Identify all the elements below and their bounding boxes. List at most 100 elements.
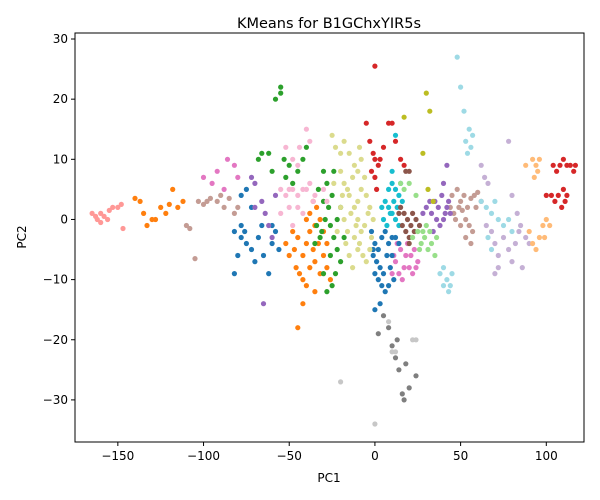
cluster-14-point-1	[458, 84, 464, 90]
cluster-7-point-8	[312, 192, 318, 198]
cluster-4-point-8	[252, 259, 258, 265]
cluster-1-point-25	[291, 246, 297, 253]
cluster-8-point-0	[329, 132, 335, 138]
cluster-15-point-5	[506, 246, 512, 253]
cluster-16-point-13	[542, 234, 548, 241]
cluster-4-point-14	[276, 246, 282, 253]
cluster-4-point-39	[377, 301, 383, 307]
cluster-8-point-9	[338, 168, 344, 174]
cluster-6-point-9	[423, 204, 429, 210]
y-tick-label: 30	[53, 32, 68, 46]
cluster-18-point-5	[413, 337, 419, 343]
cluster-2-point-7	[214, 198, 220, 204]
cluster-4-point-3	[242, 228, 248, 235]
cluster-4-point-10	[260, 252, 267, 259]
cluster-4-point-20	[368, 228, 375, 235]
cluster-2-point-32	[463, 234, 469, 241]
cluster-14-point-0	[454, 54, 460, 60]
cluster-0-point-11	[98, 219, 104, 226]
cluster-8-point-33	[363, 259, 369, 265]
cluster-3-point-14	[399, 277, 405, 283]
cluster-2-point-13	[449, 192, 455, 198]
cluster-10-point-10	[380, 216, 387, 223]
cluster-4-point-12	[269, 240, 275, 247]
cluster-1-point-37	[324, 265, 330, 271]
cluster-3-point-7	[398, 246, 404, 253]
cluster-10-point-13	[391, 198, 397, 204]
cluster-9-point-0	[372, 63, 378, 69]
cluster-7-point-7	[307, 180, 313, 186]
cluster-17-point-11	[394, 337, 400, 343]
cluster-16-point-0	[523, 162, 529, 168]
x-tick-label: 100	[535, 449, 558, 463]
cluster-12-point-15	[416, 246, 423, 253]
plot-frame	[74, 32, 585, 443]
cluster-8-point-17	[368, 234, 375, 241]
cluster-5-point-2	[266, 150, 272, 156]
cluster-0-point-0	[89, 210, 95, 216]
cluster-7-point-9	[286, 204, 292, 210]
chart-title: KMeans for B1GChxYIR5s	[237, 16, 421, 32]
cluster-2-point-16	[461, 192, 467, 198]
cluster-7-point-10	[295, 204, 301, 210]
cluster-5-point-9	[283, 174, 289, 180]
cluster-10-point-1	[389, 180, 395, 186]
cluster-16-point-10	[540, 222, 546, 229]
cluster-17-point-9	[413, 373, 419, 379]
cluster-2-point-10	[226, 195, 232, 201]
y-axis-label: PC2	[15, 225, 29, 248]
cluster-13-point-4	[430, 198, 436, 204]
cluster-5-point-23	[338, 259, 344, 265]
cluster-9-point-4	[372, 156, 378, 162]
cluster-0-point-3	[98, 210, 104, 216]
cluster-12-point-14	[410, 234, 416, 241]
cluster-8-point-29	[350, 174, 356, 180]
cluster-14-point-20	[500, 222, 507, 229]
cluster-4-point-6	[231, 228, 237, 235]
cluster-15-point-14	[492, 271, 498, 277]
cluster-2-point-25	[463, 216, 469, 223]
cluster-16-point-5	[531, 174, 537, 180]
cluster-1-point-18	[320, 252, 327, 259]
cluster-0-point-7	[110, 204, 116, 210]
cluster-8-point-38	[355, 246, 361, 253]
cluster-9-point-5	[375, 162, 381, 168]
cluster-6-point-0	[248, 174, 255, 180]
cluster-8-point-1	[332, 144, 339, 150]
cluster-11-point-3	[408, 222, 414, 229]
cluster-10-point-0	[386, 186, 392, 192]
cluster-12-point-7	[425, 246, 431, 253]
cluster-11-point-2	[404, 216, 411, 223]
cluster-12-point-3	[413, 192, 419, 198]
cluster-16-point-6	[526, 228, 532, 235]
y-tick-label: 20	[53, 92, 68, 106]
cluster-4-point-33	[391, 277, 397, 283]
cluster-9-point-27	[567, 162, 573, 168]
cluster-1-point-1	[137, 198, 143, 204]
cluster-0-point-2	[94, 216, 100, 223]
cluster-9-point-2	[367, 138, 373, 144]
cluster-4-point-38	[386, 283, 392, 289]
cluster-8-point-6	[355, 168, 361, 174]
cluster-6-point-8	[260, 301, 267, 307]
cluster-7-point-20	[303, 126, 309, 132]
cluster-8-point-22	[351, 234, 357, 241]
cluster-2-point-4	[200, 201, 207, 207]
cluster-0-point-10	[120, 225, 126, 232]
cluster-4-point-34	[372, 271, 378, 277]
cluster-3-point-3	[221, 186, 227, 192]
cluster-7-point-3	[290, 186, 296, 192]
cluster-12-point-5	[418, 240, 424, 247]
cluster-5-point-15	[324, 180, 330, 186]
cluster-4-point-25	[386, 240, 392, 247]
cluster-14-point-8	[440, 265, 447, 271]
cluster-9-point-20	[560, 186, 567, 192]
cluster-2-point-27	[470, 228, 476, 235]
cluster-7-point-22	[296, 144, 303, 150]
cluster-13-point-0	[423, 90, 429, 96]
cluster-1-point-23	[300, 252, 306, 259]
cluster-3-point-2	[214, 168, 220, 174]
cluster-14-point-3	[466, 126, 472, 132]
cluster-10-point-6	[386, 204, 392, 210]
cluster-2-point-15	[458, 198, 464, 204]
